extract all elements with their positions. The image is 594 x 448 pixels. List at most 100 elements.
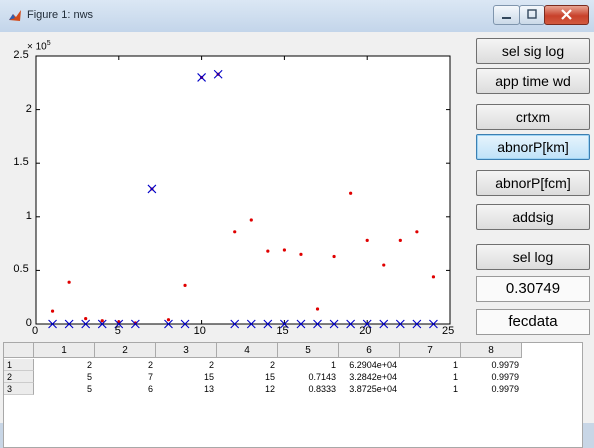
blue-x-point bbox=[81, 319, 91, 329]
table-cell[interactable]: 0.9979 bbox=[491, 384, 519, 394]
red-dot-point bbox=[282, 248, 286, 252]
table-cell[interactable]: 1 bbox=[452, 360, 458, 370]
table-cell[interactable]: 2 bbox=[86, 360, 92, 370]
y-tick-label: 1.5 bbox=[13, 156, 29, 169]
red-dot-point bbox=[299, 252, 303, 256]
red-dot-point bbox=[349, 191, 353, 195]
x-tick-label: 0 bbox=[32, 325, 39, 337]
maximize-button[interactable] bbox=[519, 5, 545, 25]
table-column-header[interactable]: 6 bbox=[339, 343, 400, 358]
blue-x-point bbox=[429, 319, 438, 329]
blue-x-point bbox=[379, 319, 389, 329]
table-cell[interactable]: 3.8725e+04 bbox=[349, 384, 397, 394]
table-column-header[interactable]: 3 bbox=[156, 343, 217, 358]
minimize-icon bbox=[502, 17, 511, 19]
fecdata-field[interactable]: fecdata bbox=[476, 309, 590, 335]
table-cell[interactable]: 1 bbox=[452, 372, 458, 382]
table-cell[interactable]: 0.8333 bbox=[308, 384, 336, 394]
blue-x-point bbox=[197, 73, 206, 82]
scatter-plot[interactable] bbox=[0, 32, 470, 342]
abnorp-km-button[interactable]: abnorP[km] bbox=[476, 134, 590, 160]
blue-x-point bbox=[296, 319, 306, 329]
red-dot-point bbox=[332, 254, 336, 259]
table-cell[interactable]: 12 bbox=[264, 384, 275, 394]
table-row-header[interactable]: 2 bbox=[4, 371, 34, 383]
abnorp-fcm-button[interactable]: abnorP[fcm] bbox=[476, 170, 590, 196]
table-cell[interactable]: 0.7143 bbox=[308, 372, 336, 382]
table-cell[interactable]: 1 bbox=[452, 384, 458, 394]
blue-x-point bbox=[180, 319, 190, 329]
table-column-header[interactable]: 2 bbox=[95, 343, 156, 358]
table-cell[interactable]: 13 bbox=[203, 384, 214, 394]
table-column-header[interactable]: 4 bbox=[217, 343, 278, 358]
table-cell[interactable]: 2 bbox=[269, 360, 275, 370]
matlab-logo-icon bbox=[9, 10, 21, 21]
table-column-header[interactable]: 7 bbox=[400, 343, 461, 358]
y-tick-label: 0.5 bbox=[13, 263, 29, 276]
table-row-header[interactable]: 1 bbox=[4, 359, 34, 371]
window-titlebar: Figure 1: nws bbox=[0, 0, 594, 32]
table-column-header[interactable]: 8 bbox=[461, 343, 522, 358]
blue-x-point bbox=[362, 319, 372, 329]
minimize-button[interactable] bbox=[493, 5, 520, 25]
addsig-button[interactable]: addsig bbox=[476, 204, 590, 230]
table-cell[interactable]: 15 bbox=[264, 372, 275, 382]
y-tick-label: 2.5 bbox=[13, 49, 29, 61]
close-icon bbox=[561, 9, 572, 20]
sel-log-button[interactable]: sel log bbox=[476, 244, 590, 270]
x-tick-label: 5 bbox=[114, 325, 121, 337]
table-cell[interactable]: 0.9979 bbox=[491, 360, 519, 370]
table-cell[interactable]: 2 bbox=[208, 360, 214, 370]
blue-x-point bbox=[114, 319, 124, 329]
red-dot-point bbox=[233, 230, 237, 234]
red-dot-point bbox=[415, 230, 419, 234]
blue-x-point bbox=[64, 319, 74, 329]
table-cell[interactable]: 5 bbox=[86, 372, 92, 382]
red-dot-point bbox=[398, 238, 402, 242]
x-tick-label: 25 bbox=[442, 325, 455, 337]
blue-x-point bbox=[395, 319, 405, 329]
red-dot-point bbox=[183, 283, 187, 288]
table-cell[interactable]: 6 bbox=[147, 384, 153, 394]
table-cell[interactable]: 15 bbox=[203, 372, 214, 382]
table-cell[interactable]: 7 bbox=[147, 372, 153, 382]
x-tick-label: 20 bbox=[359, 325, 372, 337]
window-title: Figure 1: nws bbox=[27, 9, 94, 21]
red-dot-point bbox=[382, 263, 386, 267]
table-cell[interactable]: 1 bbox=[330, 360, 336, 370]
table-cell[interactable]: 0.9979 bbox=[491, 372, 519, 382]
close-button[interactable] bbox=[544, 5, 589, 25]
table-corner bbox=[4, 343, 34, 358]
figure-area: × 105 sel sig log app time wd crtxm abno… bbox=[0, 32, 594, 448]
blue-x-point bbox=[147, 184, 157, 194]
y-tick-label: 2 bbox=[25, 102, 32, 115]
table-cell[interactable]: 6.2904e+04 bbox=[349, 360, 397, 370]
red-dot-point bbox=[67, 280, 71, 284]
plot-area bbox=[35, 55, 451, 325]
crtxm-button[interactable]: crtxm bbox=[476, 104, 590, 130]
table-cell[interactable]: 5 bbox=[86, 384, 92, 394]
table-cell[interactable]: 2 bbox=[147, 360, 153, 370]
table-column-header[interactable]: 5 bbox=[278, 343, 339, 358]
sel-sig-log-button[interactable]: sel sig log bbox=[476, 38, 590, 64]
table-cell[interactable]: 3.2842e+04 bbox=[349, 372, 397, 382]
y-tick-label: 0 bbox=[25, 317, 32, 329]
maximize-icon bbox=[527, 9, 537, 19]
red-dot-point bbox=[50, 309, 55, 313]
blue-x-point bbox=[280, 319, 289, 329]
x-tick-label: 15 bbox=[276, 325, 289, 337]
blue-x-point bbox=[164, 319, 173, 329]
table-column-header[interactable]: 1 bbox=[34, 343, 95, 358]
red-dot-point bbox=[315, 307, 320, 311]
blue-x-point bbox=[48, 319, 57, 329]
red-dot-point bbox=[249, 218, 253, 222]
blue-x-point bbox=[97, 319, 107, 329]
blue-x-point bbox=[412, 319, 422, 329]
y-multiplier-label: × 105 bbox=[27, 40, 51, 53]
blue-x-point bbox=[313, 319, 322, 329]
y-tick-label: 1 bbox=[25, 209, 32, 222]
app-time-wd-button[interactable]: app time wd bbox=[476, 68, 590, 94]
table-row-header[interactable]: 3 bbox=[4, 383, 34, 395]
red-dot-point bbox=[84, 317, 88, 321]
